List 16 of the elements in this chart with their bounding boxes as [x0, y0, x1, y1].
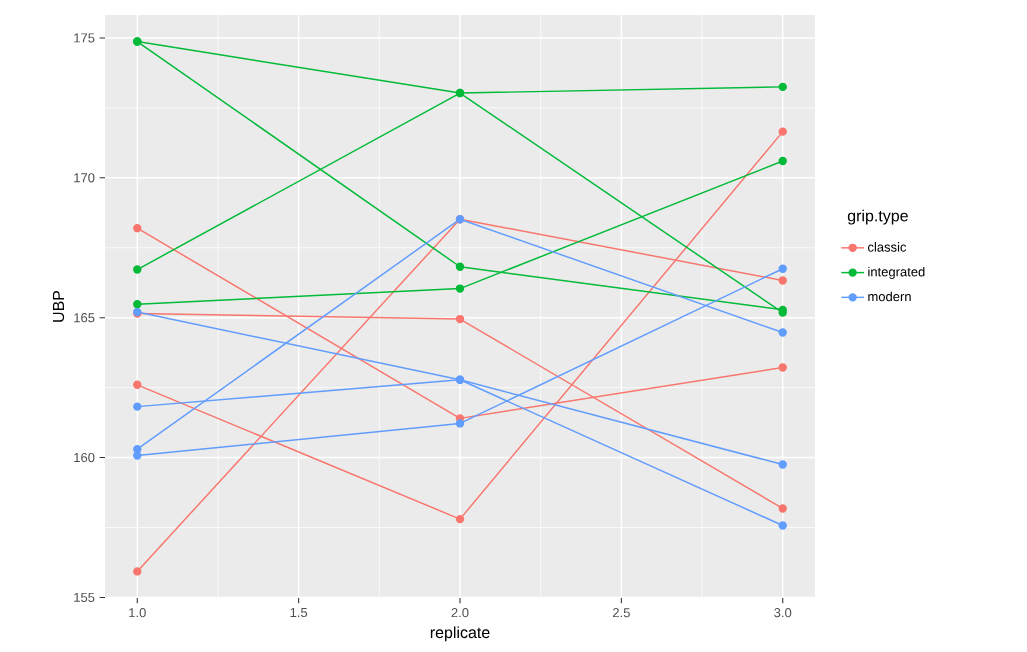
y-tick-label: 165 — [74, 313, 95, 323]
x-tick-label: 1.5 — [290, 608, 308, 618]
x-tick-label: 3.0 — [774, 608, 792, 618]
legend-title: grip.type — [847, 209, 908, 225]
x-tick-label: 1.0 — [129, 608, 146, 618]
y-tick-label: 155 — [74, 592, 95, 602]
x-tick-label: 2.5 — [612, 608, 630, 618]
x-axis-title: replicate — [430, 626, 490, 642]
x-tick-label: 2.0 — [451, 608, 469, 618]
legend-label: modern — [868, 291, 911, 302]
y-tick-label: 160 — [74, 452, 95, 463]
legend-label: integrated — [868, 266, 925, 279]
y-tick-label: 170 — [74, 173, 95, 183]
y-axis-title: UBP — [52, 290, 65, 322]
y-tick-label: 175 — [74, 33, 95, 43]
legend-label: classic — [868, 242, 907, 252]
